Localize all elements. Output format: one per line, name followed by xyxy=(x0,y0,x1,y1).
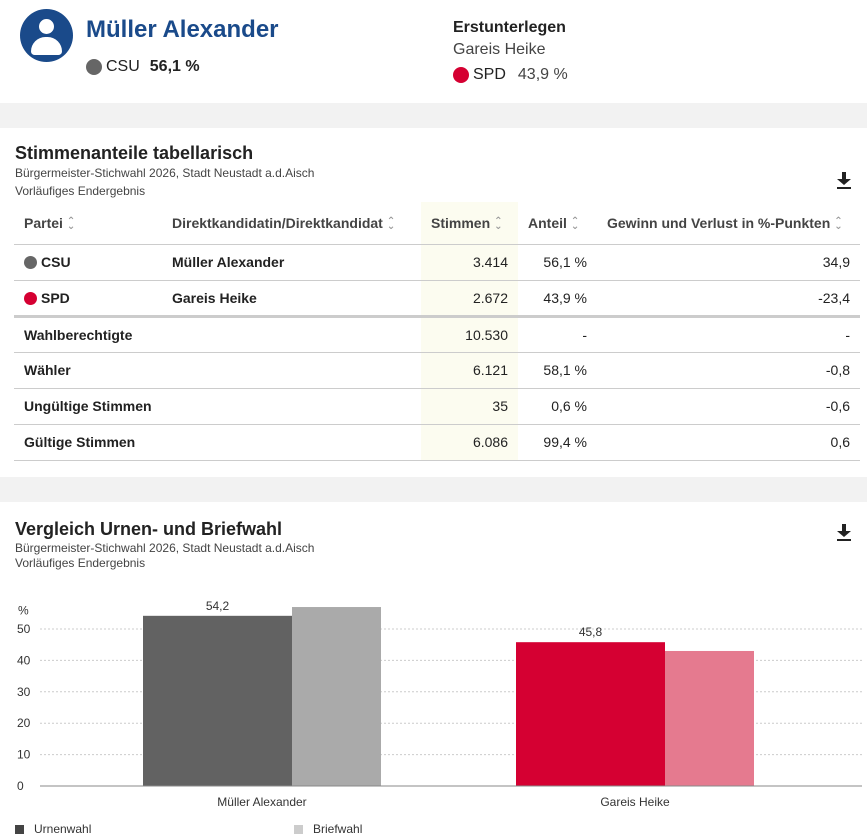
y-tick-label: 50 xyxy=(17,622,31,636)
column-header-gewinn[interactable]: Gewinn und Verlust in %-Punkten ⌃ ⌄ xyxy=(597,202,860,245)
candidate-cell: Gareis Heike xyxy=(162,280,421,318)
gewinn-cell: 34,9 xyxy=(597,244,860,281)
table-subtitle: Bürgermeister-Stichwahl 2026, Stadt Neus… xyxy=(15,166,315,180)
column-header-anteil[interactable]: Anteil ⌃ ⌄ xyxy=(518,202,597,245)
runner-up-name: Gareis Heike xyxy=(453,41,546,58)
runner-up-party-label: SPD xyxy=(473,66,506,83)
winner-party: CSU 56,1 % xyxy=(86,58,200,76)
legend-item-briefwahl[interactable]: Briefwahl xyxy=(294,822,362,836)
anteil-cell: - xyxy=(518,316,597,353)
anteil-cell: 58,1 % xyxy=(518,352,597,389)
runner-up-party: SPD 43,9 % xyxy=(453,66,568,84)
sort-icon[interactable]: ⌃ ⌄ xyxy=(494,216,503,233)
data-label: 45,8 xyxy=(579,625,603,639)
party-dot-icon xyxy=(24,291,37,305)
stimmen-cell: 6.086 xyxy=(421,424,518,461)
winner-party-label: CSU xyxy=(106,58,140,75)
y-tick-label: 20 xyxy=(17,716,31,730)
sort-icon[interactable]: ⌃ ⌄ xyxy=(570,216,580,233)
table-status: Vorläufiges Endergebnis xyxy=(15,184,146,198)
gewinn-cell: -23,4 xyxy=(597,280,860,318)
download-icon[interactable] xyxy=(836,524,852,542)
chart-status: Vorläufiges Endergebnis xyxy=(15,556,146,570)
sort-icon[interactable]: ⌃ ⌄ xyxy=(66,216,76,233)
bar-briefwahl-1 xyxy=(665,650,754,786)
y-axis-label: % xyxy=(18,603,29,617)
category-label: Gareis Heike xyxy=(600,795,670,809)
runner-up-percent: 43,9 % xyxy=(517,66,568,83)
result-header: Müller Alexander CSU 56,1 % Erstunterleg… xyxy=(0,0,867,103)
table-title: Stimmenanteile tabellarisch xyxy=(15,143,254,163)
gewinn-cell: 0,6 xyxy=(597,424,860,461)
gewinn-cell: -0,6 xyxy=(597,388,860,425)
bar-urnenwahl-0 xyxy=(143,615,292,786)
table-row: Wahlberechtigte 10.530 - - xyxy=(14,316,860,353)
results-table-card: Stimmenanteile tabellarisch Bürgermeiste… xyxy=(0,128,867,477)
legend-swatch xyxy=(294,824,303,834)
winner-name: Müller Alexander xyxy=(86,16,279,43)
y-tick-label: 10 xyxy=(17,748,31,762)
column-header-stimmen[interactable]: Stimmen ⌃ ⌄ xyxy=(421,202,518,245)
table-row: Ungültige Stimmen 35 0,6 % -0,6 xyxy=(14,388,860,425)
category-label: Müller Alexander xyxy=(217,795,306,809)
table-row: Wähler 6.121 58,1 % -0,8 xyxy=(14,352,860,389)
y-tick-label: 0 xyxy=(17,779,24,793)
summary-label-cell: Wähler xyxy=(14,352,421,389)
table-row: CSU Müller Alexander 3.414 56,1 % 34,9 xyxy=(14,244,860,281)
stimmen-cell: 3.414 xyxy=(421,244,518,281)
anteil-cell: 0,6 % xyxy=(518,388,597,425)
party-dot-icon xyxy=(24,256,37,269)
stimmen-cell: 2.672 xyxy=(421,280,518,318)
gewinn-cell: -0,8 xyxy=(597,352,860,389)
comparison-chart-card: Vergleich Urnen- und Briefwahl Bürgermei… xyxy=(0,502,867,840)
download-icon[interactable] xyxy=(836,172,852,190)
runner-up-title: Erstunterlegen xyxy=(453,19,566,36)
stimmen-cell: 6.121 xyxy=(421,352,518,389)
anteil-cell: 99,4 % xyxy=(518,424,597,461)
stimmen-cell: 35 xyxy=(421,388,518,425)
bar-urnenwahl-1 xyxy=(516,642,665,786)
y-tick-label: 40 xyxy=(17,653,31,667)
winner-percent: 56,1 % xyxy=(149,58,200,75)
anteil-cell: 43,9 % xyxy=(518,280,597,318)
table-row: SPD Gareis Heike 2.672 43,9 % -23,4 xyxy=(14,280,860,318)
bar-briefwahl-0 xyxy=(292,607,381,786)
avatar-icon xyxy=(20,9,73,62)
chart-subtitle: Bürgermeister-Stichwahl 2026, Stadt Neus… xyxy=(15,541,315,555)
party-cell: CSU xyxy=(14,244,162,281)
table-row: Gültige Stimmen 6.086 99,4 % 0,6 xyxy=(14,424,860,461)
gewinn-cell: - xyxy=(597,316,860,353)
legend-swatch xyxy=(15,824,24,834)
anteil-cell: 56,1 % xyxy=(518,244,597,281)
summary-label-cell: Gültige Stimmen xyxy=(14,424,421,461)
results-table: Partei ⌃ ⌄ Direktkandidatin/Direktkandidat… xyxy=(14,202,860,461)
column-header-kandidat[interactable]: Direktkandidatin/Direktkandidat ⌃ ⌄ xyxy=(162,202,421,245)
party-dot-icon xyxy=(453,67,469,83)
party-dot-icon xyxy=(86,59,102,75)
data-label: 54,2 xyxy=(206,599,230,613)
sort-icon[interactable]: ⌃ ⌄ xyxy=(834,216,843,233)
legend-item-urnenwahl[interactable]: Urnenwahl xyxy=(15,822,91,836)
bar-chart: % 0 10 20 30 40 50 54,2 Müller Alexander 45,8 Gare… xyxy=(17,599,862,809)
summary-label-cell: Ungültige Stimmen xyxy=(14,388,421,425)
candidate-cell: Müller Alexander xyxy=(162,244,421,281)
column-header-partei[interactable]: Partei ⌃ ⌄ xyxy=(14,202,162,245)
y-tick-label: 30 xyxy=(17,685,31,699)
sort-icon[interactable]: ⌃ ⌄ xyxy=(386,216,396,233)
stimmen-cell: 10.530 xyxy=(421,316,518,353)
chart-title: Vergleich Urnen- und Briefwahl xyxy=(15,519,283,539)
party-cell: SPD xyxy=(14,280,162,318)
summary-label-cell: Wahlberechtigte xyxy=(14,316,421,353)
